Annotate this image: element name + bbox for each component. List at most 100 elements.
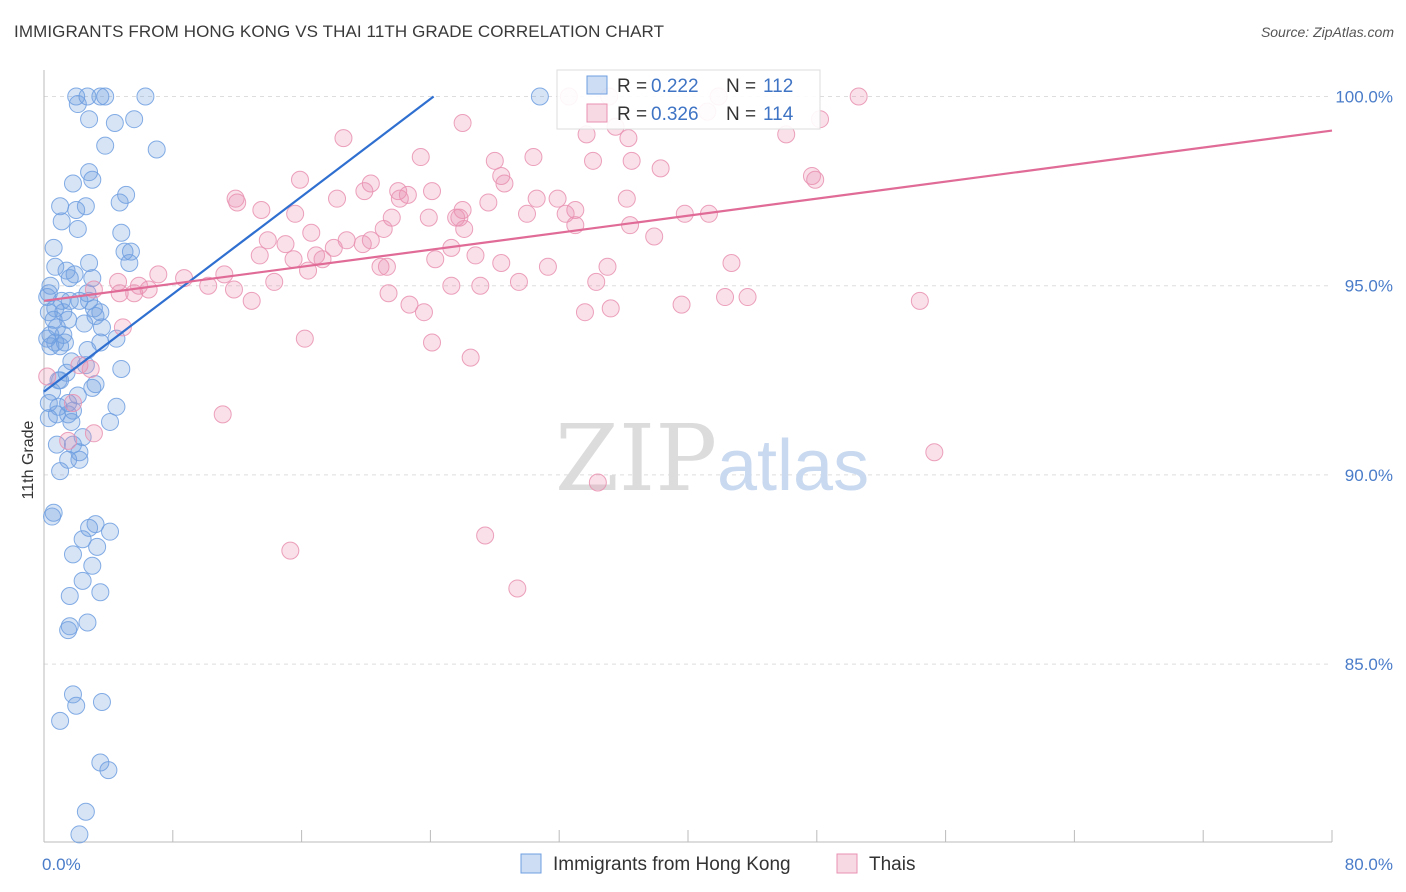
data-point <box>281 541 300 560</box>
data-point <box>110 284 129 303</box>
data-point <box>455 219 474 238</box>
data-point <box>400 295 419 314</box>
data-point <box>622 151 641 170</box>
data-point <box>86 306 105 325</box>
data-point <box>63 174 82 193</box>
data-point <box>67 696 86 715</box>
data-point <box>63 545 82 564</box>
data-point <box>68 95 87 114</box>
data-point <box>113 318 132 337</box>
y-tick-label: 95.0% <box>1345 277 1393 296</box>
data-point <box>672 295 691 314</box>
data-point <box>258 231 277 250</box>
stats-box-frame <box>556 69 821 130</box>
data-point <box>479 193 498 212</box>
data-point <box>619 129 638 148</box>
data-point <box>112 223 131 242</box>
y-tick-label: 100.0% <box>1335 87 1393 106</box>
data-point <box>91 87 110 106</box>
data-point <box>675 204 694 223</box>
data-point <box>411 148 430 167</box>
data-point <box>38 329 57 348</box>
data-point <box>125 110 144 129</box>
y-tick-labels: 100.0% 95.0% 90.0% 85.0% <box>1335 87 1393 674</box>
y-tick-label: 85.0% <box>1345 655 1393 674</box>
data-point <box>83 556 102 575</box>
legend-swatch-hong-kong <box>520 853 542 874</box>
data-point <box>738 288 757 307</box>
trend-line <box>43 95 435 393</box>
data-point <box>601 299 620 318</box>
data-point <box>47 435 66 454</box>
stats-n-value-hong-kong: 112 <box>763 76 793 97</box>
data-point <box>59 431 78 450</box>
data-point <box>910 291 929 310</box>
stats-box: R = 0.222 N = 112 R = 0.326 N = 114 <box>556 69 821 130</box>
data-point <box>107 397 126 416</box>
data-point <box>389 182 408 201</box>
data-point <box>471 276 490 295</box>
legend: Immigrants from Hong Kong Thais <box>520 853 915 875</box>
stats-r-label-thais: R = <box>617 104 647 125</box>
data-point <box>379 284 398 303</box>
stats-r-value-thais: 0.326 <box>651 104 699 125</box>
data-point <box>524 148 543 167</box>
data-point <box>80 110 99 129</box>
data-point <box>538 257 557 276</box>
data-point <box>44 238 63 257</box>
data-point <box>722 254 741 272</box>
y-tick-label: 90.0% <box>1345 466 1393 485</box>
data-point <box>598 257 617 276</box>
stats-r-value-hong-kong: 0.222 <box>651 76 699 97</box>
data-point <box>461 348 480 367</box>
data-point <box>46 257 65 276</box>
trend-line <box>43 129 1333 302</box>
data-point <box>361 231 380 250</box>
data-point <box>80 254 99 272</box>
data-point <box>59 621 78 640</box>
data-point <box>617 189 636 208</box>
data-point <box>136 87 155 106</box>
data-point <box>73 428 92 447</box>
data-point <box>518 204 536 223</box>
stats-swatch-hong-kong <box>586 75 608 95</box>
data-point <box>530 87 549 106</box>
data-point <box>566 201 585 220</box>
data-point <box>588 473 607 492</box>
data-point <box>99 761 118 780</box>
data-point <box>355 182 374 201</box>
data-point <box>52 212 71 231</box>
data-point <box>76 197 95 216</box>
stats-swatch-thais <box>586 103 608 123</box>
data-point <box>73 571 92 590</box>
data-point <box>290 170 309 189</box>
stats-n-label-thais: N = <box>726 104 756 125</box>
data-point <box>81 359 100 378</box>
data-point <box>92 692 111 711</box>
x-tick-label: 0.0% <box>42 855 81 874</box>
data-point <box>78 87 97 106</box>
data-point <box>96 136 115 155</box>
data-point <box>224 280 243 299</box>
data-point <box>110 193 129 212</box>
data-point <box>228 193 247 212</box>
data-point <box>423 333 442 352</box>
data-point <box>806 170 825 189</box>
data-point <box>120 254 139 272</box>
data-point <box>51 711 70 730</box>
source-label: Source: ZipAtlas.com <box>1260 24 1394 40</box>
data-point <box>39 303 58 322</box>
y-axis-label: 11th Grade <box>20 420 37 499</box>
data-point <box>70 825 89 844</box>
data-point <box>101 412 120 431</box>
data-point <box>419 208 438 227</box>
data-point <box>390 189 409 208</box>
data-point <box>105 113 124 132</box>
data-point <box>84 424 103 443</box>
data-point <box>70 450 89 469</box>
data-point <box>371 257 390 276</box>
data-point <box>295 329 314 348</box>
stats-n-value-thais: 114 <box>763 104 794 125</box>
data-point <box>925 443 944 462</box>
data-point <box>121 242 140 261</box>
